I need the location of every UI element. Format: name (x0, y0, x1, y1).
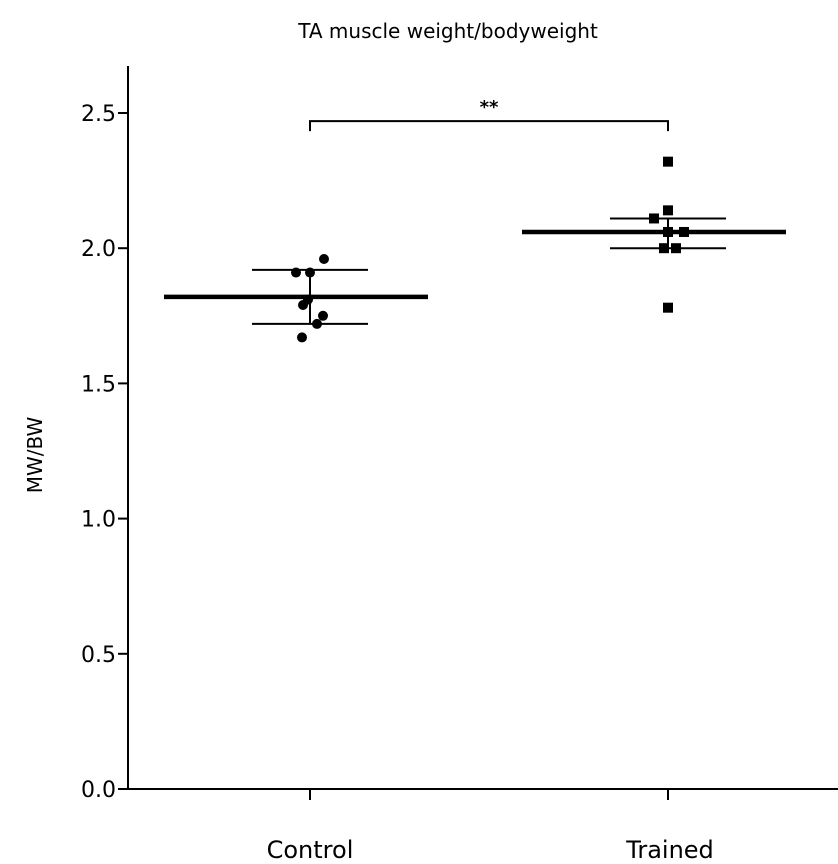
significance-bracket: ** (309, 97, 669, 132)
data-point (663, 156, 673, 167)
x-tick-label: Control (267, 836, 354, 864)
data-point (659, 243, 669, 254)
y-tick-label: 1.5 (81, 372, 116, 397)
data-point (291, 267, 301, 278)
data-point (679, 226, 689, 237)
data-point (318, 310, 328, 321)
group-control (164, 254, 428, 343)
data-point (298, 299, 308, 310)
y-tick-label: 1.0 (81, 508, 116, 533)
data-point (663, 302, 673, 313)
significance-line (309, 120, 669, 132)
data-point (649, 213, 659, 224)
y-tick-label: 0.0 (81, 778, 116, 803)
data-point (671, 243, 681, 254)
plot-marks (164, 156, 786, 343)
y-axis: 0.0 0.5 1.0 1.5 2.0 2.5 (81, 65, 129, 803)
significance-label: ** (480, 97, 499, 118)
chart-title: TA muscle weight/bodyweight (297, 19, 598, 43)
data-point (663, 226, 673, 237)
group-trained (522, 156, 786, 313)
y-tick-label: 2.5 (81, 102, 116, 127)
x-tick-label: Trained (625, 836, 714, 864)
data-point (663, 205, 673, 216)
data-point (312, 318, 322, 329)
y-tick-label: 2.0 (81, 237, 116, 262)
y-axis-label: MW/BW (23, 417, 47, 494)
data-point (305, 267, 315, 278)
y-tick-label: 0.5 (81, 643, 116, 668)
x-axis: Control Trained (128, 788, 838, 864)
data-point (297, 332, 307, 343)
data-point (319, 254, 329, 265)
